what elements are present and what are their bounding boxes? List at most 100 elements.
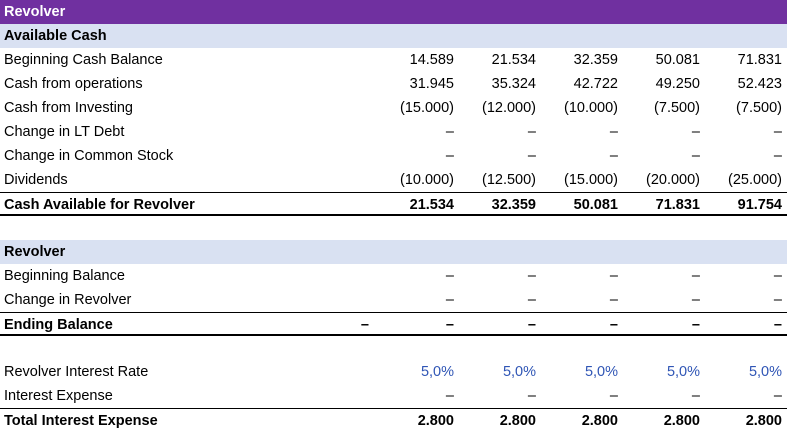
row-label: Total Interest Expense bbox=[4, 413, 158, 429]
table-row-change-in-revolver[interactable]: Change in Revolver – – – – – bbox=[0, 288, 787, 312]
table-row-change-lt-debt[interactable]: Change in LT Debt – – – – – bbox=[0, 120, 787, 144]
cell-value[interactable]: 21.534 bbox=[409, 197, 454, 213]
cell-value[interactable]: – bbox=[527, 317, 536, 333]
cell-value[interactable]: – bbox=[773, 292, 782, 308]
cell-value[interactable]: 71.831 bbox=[737, 52, 782, 68]
row-label: Revolver Interest Rate bbox=[4, 364, 149, 380]
cell-value[interactable]: – bbox=[445, 148, 454, 164]
cell-value-input[interactable]: 5,0% bbox=[748, 364, 782, 380]
table-row-cash-available-total[interactable]: Cash Available for Revolver 21.534 32.35… bbox=[0, 192, 787, 216]
row-label: Change in Revolver bbox=[4, 292, 132, 308]
cell-value[interactable]: – bbox=[527, 148, 536, 164]
cell-value[interactable]: 49.250 bbox=[655, 76, 700, 92]
title-row[interactable]: Revolver bbox=[0, 0, 787, 24]
table-row-interest-expense[interactable]: Interest Expense – – – – – bbox=[0, 384, 787, 408]
cell-value[interactable]: – bbox=[691, 317, 700, 333]
cell-value[interactable]: 2.800 bbox=[499, 413, 536, 429]
cell-value[interactable]: – bbox=[773, 124, 782, 140]
cell-value[interactable]: 50.081 bbox=[655, 52, 700, 68]
cell-value[interactable]: (10.000) bbox=[399, 172, 454, 188]
cell-value[interactable]: 2.800 bbox=[581, 413, 618, 429]
section-header-revolver[interactable]: Revolver bbox=[0, 240, 787, 264]
section-title: Revolver bbox=[4, 244, 66, 260]
table-row-cash-from-operations[interactable]: Cash from operations 31.945 35.324 42.72… bbox=[0, 72, 787, 96]
cell-value[interactable]: (7.500) bbox=[736, 100, 782, 116]
cell-value[interactable]: – bbox=[691, 124, 700, 140]
cell-value[interactable]: – bbox=[527, 268, 536, 284]
cell-value[interactable]: – bbox=[527, 388, 536, 404]
cell-value[interactable]: – bbox=[527, 292, 536, 308]
cell-value-input[interactable]: 5,0% bbox=[666, 364, 700, 380]
cell-value[interactable]: – bbox=[691, 268, 700, 284]
empty-row[interactable] bbox=[0, 336, 787, 360]
table-row-cash-from-investing[interactable]: Cash from Investing (15.000) (12.000) (1… bbox=[0, 96, 787, 120]
table-row-change-common-stock[interactable]: Change in Common Stock – – – – – bbox=[0, 144, 787, 168]
table-row-total-interest-expense[interactable]: Total Interest Expense 2.800 2.800 2.800… bbox=[0, 408, 787, 432]
empty-row[interactable] bbox=[0, 216, 787, 240]
cell-value[interactable]: – bbox=[773, 388, 782, 404]
cell-value[interactable]: (20.000) bbox=[645, 172, 700, 188]
cell-value[interactable]: 2.800 bbox=[663, 413, 700, 429]
cell-value[interactable]: (12.000) bbox=[481, 100, 536, 116]
cell-value[interactable]: 71.831 bbox=[655, 197, 700, 213]
row-label: Change in LT Debt bbox=[4, 124, 125, 140]
cell-value[interactable]: – bbox=[609, 317, 618, 333]
row-label: Ending Balance bbox=[4, 317, 113, 333]
cell-value[interactable]: 50.081 bbox=[573, 197, 618, 213]
cell-value-input[interactable]: 5,0% bbox=[584, 364, 618, 380]
cell-value[interactable]: – bbox=[691, 292, 700, 308]
cell-value[interactable]: – bbox=[445, 268, 454, 284]
cell-value[interactable]: 31.945 bbox=[409, 76, 454, 92]
cell-value[interactable]: 42.722 bbox=[573, 76, 618, 92]
cell-value[interactable]: 91.754 bbox=[737, 197, 782, 213]
cell-value[interactable]: – bbox=[691, 148, 700, 164]
cell-value[interactable]: (15.000) bbox=[399, 100, 454, 116]
cell-value[interactable]: – bbox=[445, 292, 454, 308]
cell-value[interactable]: (25.000) bbox=[727, 172, 782, 188]
sheet-title: Revolver bbox=[4, 4, 66, 20]
table-row-dividends[interactable]: Dividends (10.000) (12.500) (15.000) (20… bbox=[0, 168, 787, 192]
table-row-ending-balance[interactable]: Ending Balance – – – – – – bbox=[0, 312, 787, 336]
table-row-beginning-cash[interactable]: Beginning Cash Balance 14.589 21.534 32.… bbox=[0, 48, 787, 72]
table-row-beginning-balance[interactable]: Beginning Balance – – – – – bbox=[0, 264, 787, 288]
cell-value[interactable]: – bbox=[773, 268, 782, 284]
table-row-interest-rate[interactable]: Revolver Interest Rate 5,0% 5,0% 5,0% 5,… bbox=[0, 360, 787, 384]
cell-value[interactable]: – bbox=[691, 388, 700, 404]
cell-value[interactable]: 32.359 bbox=[573, 52, 618, 68]
cell-value[interactable]: 52.423 bbox=[737, 76, 782, 92]
row-label: Beginning Cash Balance bbox=[4, 52, 163, 68]
cell-value[interactable]: 21.534 bbox=[491, 52, 536, 68]
row-label: Cash Available for Revolver bbox=[4, 197, 195, 213]
cell-value[interactable]: – bbox=[445, 388, 454, 404]
cell-value[interactable]: – bbox=[609, 148, 618, 164]
cell-value[interactable]: – bbox=[527, 124, 536, 140]
cell-value[interactable]: – bbox=[773, 148, 782, 164]
section-title: Available Cash bbox=[4, 28, 107, 44]
cell-value[interactable]: 2.800 bbox=[745, 413, 782, 429]
cell-value[interactable]: – bbox=[773, 317, 782, 333]
row-label: Cash from Investing bbox=[4, 100, 133, 116]
row-label: Dividends bbox=[4, 172, 68, 188]
cell-value-input[interactable]: 5,0% bbox=[502, 364, 536, 380]
cell-value[interactable]: – bbox=[609, 124, 618, 140]
cell-value[interactable]: 35.324 bbox=[491, 76, 536, 92]
cell-value[interactable]: – bbox=[609, 388, 618, 404]
section-header-available-cash[interactable]: Available Cash bbox=[0, 24, 787, 48]
cell-value[interactable]: – bbox=[360, 317, 369, 333]
cell-value[interactable]: 2.800 bbox=[417, 413, 454, 429]
cell-value-input[interactable]: 5,0% bbox=[420, 364, 454, 380]
cell-value[interactable]: 14.589 bbox=[409, 52, 454, 68]
cell-value[interactable]: (15.000) bbox=[563, 172, 618, 188]
cell-value[interactable]: (10.000) bbox=[563, 100, 618, 116]
cell-value[interactable]: – bbox=[445, 124, 454, 140]
cell-value[interactable]: – bbox=[609, 268, 618, 284]
row-label: Beginning Balance bbox=[4, 268, 125, 284]
cell-value[interactable]: (7.500) bbox=[654, 100, 700, 116]
cell-value[interactable]: (12.500) bbox=[481, 172, 536, 188]
cell-value[interactable]: 32.359 bbox=[491, 197, 536, 213]
cell-value[interactable]: – bbox=[609, 292, 618, 308]
row-label: Cash from operations bbox=[4, 76, 143, 92]
cell-value[interactable]: – bbox=[445, 317, 454, 333]
row-label: Interest Expense bbox=[4, 388, 113, 404]
